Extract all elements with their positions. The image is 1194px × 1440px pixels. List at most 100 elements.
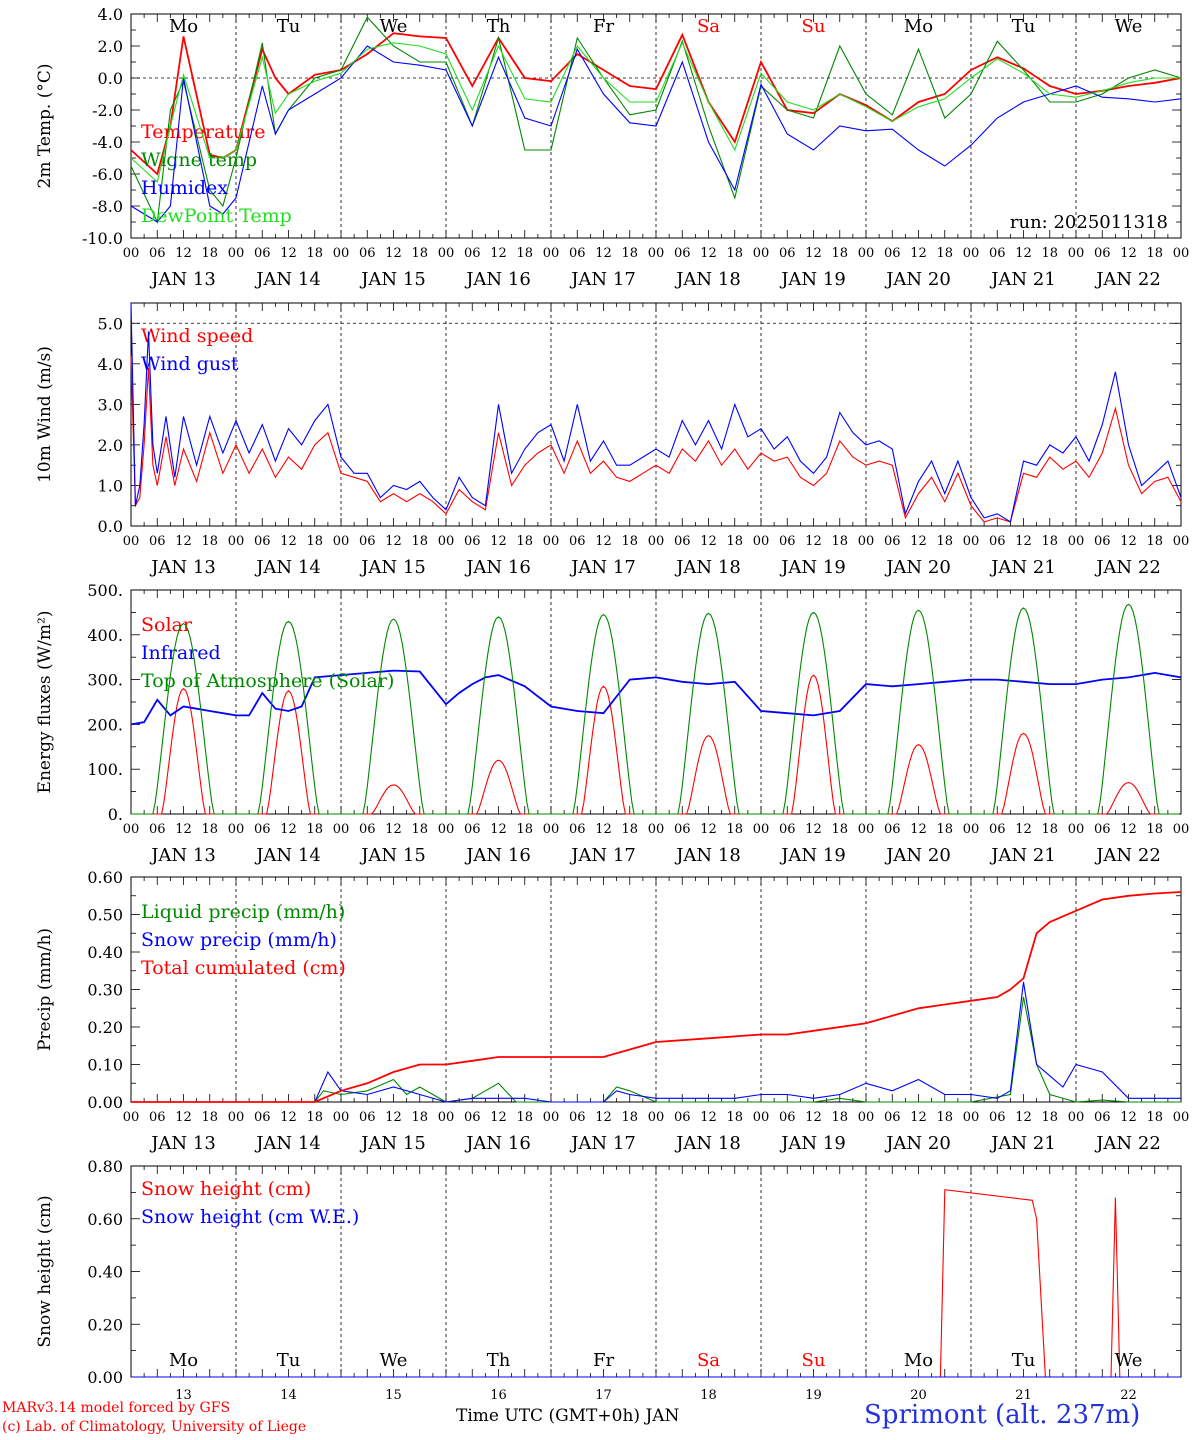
hour-label: 12 — [1120, 534, 1137, 549]
hour-label: 18 — [831, 534, 848, 549]
y-tick-label: 0.60 — [87, 1210, 123, 1229]
hour-label: 18 — [726, 822, 743, 837]
day-label: JAN 22 — [1094, 1133, 1161, 1154]
panel-1: 4.0 2.0 0.0 -2.0 -4.0 -6.0 -8.0 -10.0 2m Temp. (… — [35, 5, 1189, 290]
day-label: JAN 13 — [149, 557, 216, 578]
hour-label: 12 — [175, 246, 192, 261]
day-label: JAN 15 — [359, 845, 426, 866]
hour-label: 00 — [1173, 1110, 1190, 1125]
hour-label: 00 — [753, 1110, 770, 1125]
hour-label: 06 — [989, 534, 1006, 549]
hour-label: 18 — [936, 822, 953, 837]
day-number: 13 — [175, 1388, 192, 1403]
y-tick-label: 0.10 — [87, 1056, 123, 1075]
day-number: 21 — [1015, 1388, 1032, 1403]
weekday-label: Tu — [1012, 16, 1036, 37]
day-label: JAN 21 — [989, 269, 1056, 290]
hour-label: 12 — [280, 822, 297, 837]
hour-label: 00 — [438, 1110, 455, 1125]
hour-label: 18 — [306, 822, 323, 837]
hour-label: 12 — [385, 1110, 402, 1125]
weekday-label: Su — [802, 16, 826, 37]
series-line-solar — [131, 674, 1179, 815]
series-line-liquid-precip-mm-h- — [131, 996, 1181, 1103]
y-tick-label: 2.0 — [98, 436, 123, 455]
hour-label: 06 — [359, 1110, 376, 1125]
hour-label: 06 — [779, 246, 796, 261]
hour-label: 00 — [963, 822, 980, 837]
day-label: JAN 19 — [779, 845, 846, 866]
hour-label: 18 — [516, 822, 533, 837]
hour-label: 18 — [621, 534, 638, 549]
run-label: run: 2025011318 — [1010, 212, 1168, 233]
day-label: JAN 22 — [1094, 845, 1161, 866]
hour-label: 12 — [175, 822, 192, 837]
hour-label: 06 — [779, 534, 796, 549]
legend-entry: Snow height (cm W.E.) — [141, 1206, 359, 1228]
series-line-top-of-atmosphere-solar- — [131, 603, 1179, 815]
y-tick-label: 0.20 — [87, 1315, 123, 1334]
hour-label: 00 — [858, 246, 875, 261]
day-label: JAN 18 — [674, 1133, 741, 1154]
hour-label: 00 — [858, 822, 875, 837]
hour-label: 18 — [201, 1110, 218, 1125]
hour-label: 06 — [779, 1110, 796, 1125]
hour-label: 06 — [884, 246, 901, 261]
hour-label: 06 — [779, 822, 796, 837]
hour-label: 12 — [595, 534, 612, 549]
legend-entry: Temperature — [141, 121, 265, 143]
hour-label: 00 — [753, 534, 770, 549]
hour-label: 00 — [1068, 534, 1085, 549]
hour-label: 18 — [411, 822, 428, 837]
hour-label: 06 — [149, 822, 166, 837]
hour-label: 18 — [1041, 246, 1058, 261]
hour-label: 12 — [805, 534, 822, 549]
y-tick-label: 0. — [108, 805, 123, 824]
hour-label: 12 — [1120, 246, 1137, 261]
y-axis-title: 2m Temp. (°C) — [35, 63, 55, 188]
day-label: JAN 15 — [359, 269, 426, 290]
day-label: JAN 14 — [254, 557, 321, 578]
y-tick-label: 0.20 — [87, 1018, 123, 1037]
day-label: JAN 18 — [674, 269, 741, 290]
y-tick-label: 0.50 — [87, 906, 123, 925]
hour-label: 18 — [516, 246, 533, 261]
panel-3: 500. 400. 300. 200. 100. 0. Energy fluxes (W/m… — [35, 581, 1189, 866]
day-number: 18 — [700, 1388, 717, 1403]
y-tick-label: 1.0 — [98, 476, 123, 495]
hour-label: 18 — [1041, 822, 1058, 837]
hour-label: 12 — [280, 246, 297, 261]
weekday-label: Tu — [277, 1350, 301, 1371]
legend-entry: Humidex — [141, 177, 228, 199]
hour-label: 00 — [963, 534, 980, 549]
hour-label: 00 — [753, 822, 770, 837]
day-label: JAN 22 — [1094, 269, 1161, 290]
y-tick-label: 200. — [87, 715, 123, 734]
hour-label: 12 — [1015, 1110, 1032, 1125]
hour-label: 00 — [228, 1110, 245, 1125]
y-tick-label: 4.0 — [98, 355, 123, 374]
panel-5: 0.80 0.60 0.40 0.20 0.00 Snow height (cm) Snow… — [35, 1157, 1182, 1403]
hour-label: 00 — [1173, 534, 1190, 549]
plot-frame — [130, 589, 1182, 815]
legend-entry: Infrared — [141, 642, 221, 664]
day-label: JAN 14 — [254, 1133, 321, 1154]
legend-entry: Top of Atmosphere (Solar) — [141, 670, 394, 692]
weekday-label: Tu — [1012, 1350, 1036, 1371]
hour-label: 00 — [123, 246, 140, 261]
hour-label: 00 — [543, 1110, 560, 1125]
weekday-label: Fr — [593, 16, 614, 37]
series-line-snow-precip-mm-h- — [131, 981, 1181, 1103]
hour-label: 18 — [831, 1110, 848, 1125]
y-axis-title: Energy fluxes (W/m²) — [35, 611, 55, 794]
hour-label: 12 — [385, 534, 402, 549]
hour-label: 06 — [254, 1110, 271, 1125]
hour-label: 06 — [149, 1110, 166, 1125]
series-line-snow-height-cm- — [131, 1189, 1181, 1378]
hour-label: 18 — [831, 246, 848, 261]
day-label: JAN 19 — [779, 1133, 846, 1154]
legend-entry: Snow precip (mm/h) — [141, 929, 337, 951]
weekday-label: Th — [487, 16, 511, 37]
station-label: Sprimont (alt. 237m) — [864, 1400, 1141, 1430]
hour-label: 06 — [359, 534, 376, 549]
